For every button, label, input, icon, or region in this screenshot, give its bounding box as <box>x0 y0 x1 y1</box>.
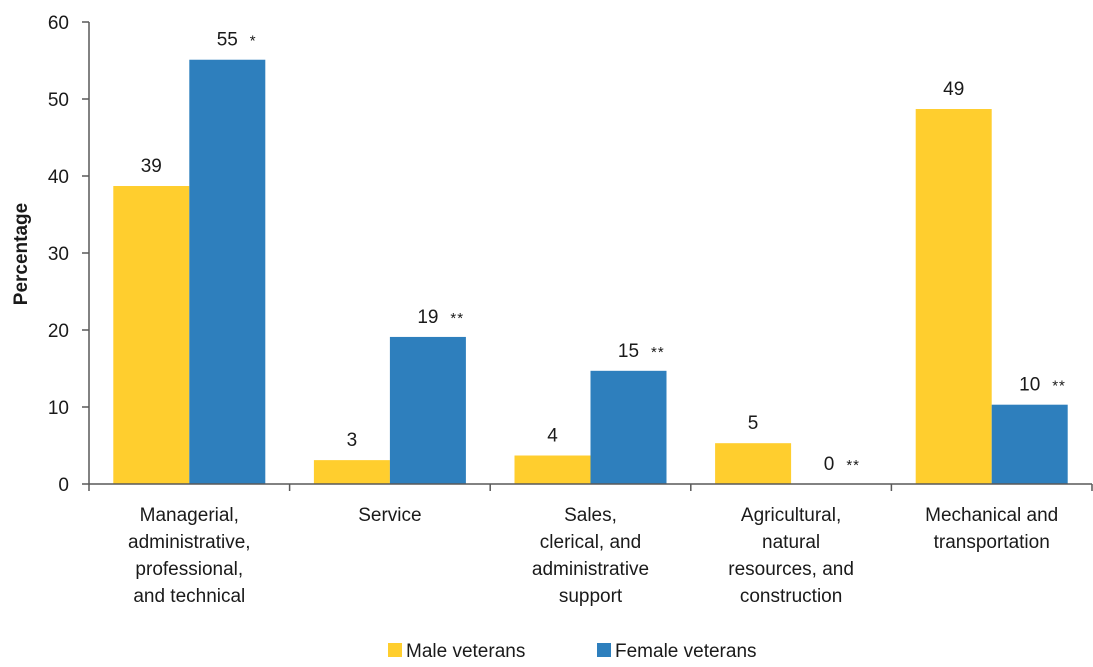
x-category-label: Sales, clerical, and administrative support <box>532 505 649 607</box>
x-category-label: Service <box>358 505 421 526</box>
data-label: 4 <box>547 426 558 447</box>
x-category-label-line: professional, <box>135 559 243 580</box>
data-label: 10 <box>1019 375 1040 396</box>
y-tick-label: 50 <box>48 90 69 111</box>
significance-marker: * <box>250 33 257 50</box>
bar-male <box>313 460 390 484</box>
data-label: 55 <box>217 30 238 51</box>
significance-marker: ** <box>651 344 665 361</box>
x-category-label-line: clerical, and <box>540 532 641 553</box>
data-label: 39 <box>141 156 162 177</box>
data-label: 49 <box>943 79 964 100</box>
y-tick-label: 10 <box>48 398 69 419</box>
x-category-label-line: construction <box>740 586 842 607</box>
x-category-label-line: natural <box>762 532 820 553</box>
bar-female <box>590 370 667 484</box>
legend-swatch <box>388 643 402 657</box>
bar-female <box>389 336 466 484</box>
y-tick-label: 0 <box>58 475 69 496</box>
legend-label: Male veterans <box>406 641 525 662</box>
data-label: 0 <box>824 454 835 475</box>
significance-marker: ** <box>846 457 860 474</box>
y-axis-label: Percentage <box>11 203 32 305</box>
plot-area: 39 3 4 5 49 55 * 19 ** 15 ** 0 ** 10 ** <box>113 30 1068 484</box>
x-category-label-line: Agricultural, <box>741 505 841 526</box>
y-tick-label: 60 <box>48 13 69 34</box>
x-axis: Managerial, administrative, professional, a… <box>88 483 1093 607</box>
legend-swatch <box>597 643 611 657</box>
x-category-label: Managerial, administrative, professional, a… <box>128 505 251 607</box>
y-axis: 0 10 20 30 40 50 60 <box>48 13 90 496</box>
data-label: 3 <box>347 430 358 451</box>
x-category-label-line: and technical <box>133 586 245 607</box>
bar-male <box>715 443 792 484</box>
x-category-label-line: Sales, <box>564 505 617 526</box>
x-category-label-line: support <box>559 586 623 607</box>
significance-marker: ** <box>1052 378 1066 395</box>
x-category-label-line: transportation <box>934 532 1050 553</box>
legend-label: Female veterans <box>615 641 757 662</box>
x-category-label-line: administrative <box>532 559 649 580</box>
y-tick-label: 30 <box>48 244 69 265</box>
significance-marker: ** <box>450 310 464 327</box>
bar-female <box>991 404 1068 484</box>
bar-female <box>189 59 266 484</box>
bar-male <box>514 455 591 484</box>
bar-male <box>915 109 992 484</box>
data-label: 19 <box>417 307 438 328</box>
data-label: 5 <box>748 413 759 434</box>
x-category-label-line: Mechanical and <box>925 505 1058 526</box>
y-tick-label: 20 <box>48 321 69 342</box>
bar-male <box>113 186 190 484</box>
x-category-label-line: administrative, <box>128 532 251 553</box>
x-category-label-line: Service <box>358 505 421 526</box>
data-label: 15 <box>618 341 639 362</box>
y-tick-label: 40 <box>48 167 69 188</box>
x-category-label: Agricultural, natural resources, and constr… <box>728 505 854 607</box>
x-category-label: Mechanical and transportation <box>925 505 1058 553</box>
x-category-label-line: resources, and <box>728 559 854 580</box>
legend: Male veterans Female veterans <box>388 641 757 662</box>
x-category-label-line: Managerial, <box>140 505 239 526</box>
